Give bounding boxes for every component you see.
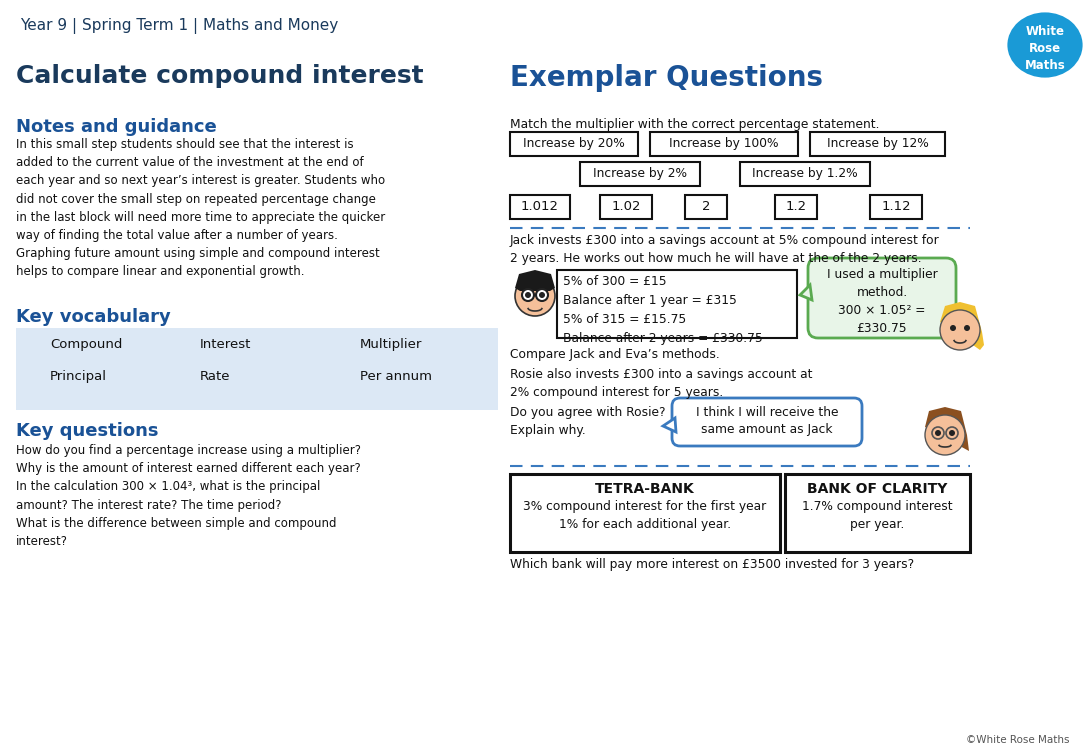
Text: 1.12: 1.12 (881, 200, 911, 214)
Bar (16, 328, 498, 410)
Text: TETRA-BANK: TETRA-BANK (595, 482, 695, 496)
Text: Increase by 20%: Increase by 20% (524, 137, 624, 151)
Circle shape (935, 430, 941, 436)
Polygon shape (925, 407, 969, 451)
Circle shape (522, 289, 534, 301)
Text: Rosie also invests £300 into a savings account at
2% compound interest for 5 yea: Rosie also invests £300 into a savings a… (509, 368, 813, 399)
Circle shape (964, 325, 970, 331)
Text: Year 9 | Spring Term 1 | Maths and Money: Year 9 | Spring Term 1 | Maths and Money (20, 18, 338, 34)
Text: BANK OF CLARITY: BANK OF CLARITY (806, 482, 947, 496)
Text: Which bank will pay more interest on £3500 invested for 3 years?: Which bank will pay more interest on £35… (509, 558, 914, 571)
Text: I think I will receive the
same amount as Jack: I think I will receive the same amount a… (696, 406, 838, 436)
Bar (775, 195, 817, 219)
Bar (557, 270, 797, 338)
Bar (601, 195, 651, 219)
Circle shape (948, 430, 955, 436)
Text: Calculate compound interest: Calculate compound interest (16, 64, 424, 88)
Bar (810, 132, 945, 156)
FancyBboxPatch shape (808, 258, 956, 338)
Bar (580, 162, 700, 186)
Circle shape (539, 292, 545, 298)
Text: Key questions: Key questions (16, 422, 158, 440)
Text: Jack invests £300 into a savings account at 5% compound interest for
2 years. He: Jack invests £300 into a savings account… (509, 234, 940, 265)
Text: Principal: Principal (50, 370, 107, 383)
Circle shape (525, 292, 531, 298)
Text: Increase by 12%: Increase by 12% (827, 137, 928, 151)
Text: How do you find a percentage increase using a multiplier?
Why is the amount of i: How do you find a percentage increase us… (16, 444, 361, 548)
Text: Rate: Rate (201, 370, 231, 383)
Text: Exemplar Questions: Exemplar Questions (509, 64, 823, 92)
Bar (509, 474, 780, 552)
Text: 1.7% compound interest
per year.: 1.7% compound interest per year. (802, 500, 953, 531)
Bar (785, 474, 970, 552)
Circle shape (925, 415, 965, 455)
Text: Key vocabulary: Key vocabulary (16, 308, 171, 326)
Text: I used a multiplier
method.
300 × 1.05² =
£330.75: I used a multiplier method. 300 × 1.05² … (827, 268, 938, 335)
Text: ©White Rose Maths: ©White Rose Maths (967, 735, 1070, 745)
Circle shape (940, 310, 980, 350)
Text: Match the multiplier with the correct percentage statement.: Match the multiplier with the correct pe… (509, 118, 879, 131)
Text: Compare Jack and Eva’s methods.: Compare Jack and Eva’s methods. (509, 348, 720, 361)
Circle shape (950, 325, 956, 331)
Text: Increase by 1.2%: Increase by 1.2% (752, 167, 857, 181)
Polygon shape (940, 302, 984, 350)
Bar (685, 195, 727, 219)
Text: Compound: Compound (50, 338, 122, 351)
Bar (740, 162, 870, 186)
Polygon shape (663, 418, 676, 432)
Text: 1.012: 1.012 (521, 200, 559, 214)
Polygon shape (515, 270, 555, 291)
Text: 2: 2 (701, 200, 710, 214)
Text: Multiplier: Multiplier (360, 338, 423, 351)
Bar (509, 195, 570, 219)
FancyBboxPatch shape (672, 398, 862, 446)
Text: Increase by 2%: Increase by 2% (593, 167, 687, 181)
Text: 3% compound interest for the first year
1% for each additional year.: 3% compound interest for the first year … (524, 500, 766, 531)
Text: 1.2: 1.2 (786, 200, 806, 214)
Circle shape (535, 289, 549, 301)
Text: Increase by 100%: Increase by 100% (669, 137, 778, 151)
Bar (650, 132, 798, 156)
Text: Notes and guidance: Notes and guidance (16, 118, 217, 136)
Text: 5% of 300 = £15
Balance after 1 year = £315
5% of 315 = £15.75
Balance after 2 y: 5% of 300 = £15 Balance after 1 year = £… (563, 275, 763, 345)
Polygon shape (0, 58, 509, 105)
Bar (870, 195, 922, 219)
Text: Per annum: Per annum (360, 370, 433, 383)
Ellipse shape (1006, 11, 1084, 79)
Bar (509, 132, 638, 156)
Circle shape (515, 276, 555, 316)
Polygon shape (800, 285, 812, 300)
Text: Do you agree with Rosie?
Explain why.: Do you agree with Rosie? Explain why. (509, 406, 666, 437)
Text: White
Rose
Maths: White Rose Maths (1024, 25, 1066, 72)
Text: Interest: Interest (201, 338, 251, 351)
Text: In this small step students should see that the interest is
added to the current: In this small step students should see t… (16, 138, 385, 278)
Text: 1.02: 1.02 (611, 200, 641, 214)
